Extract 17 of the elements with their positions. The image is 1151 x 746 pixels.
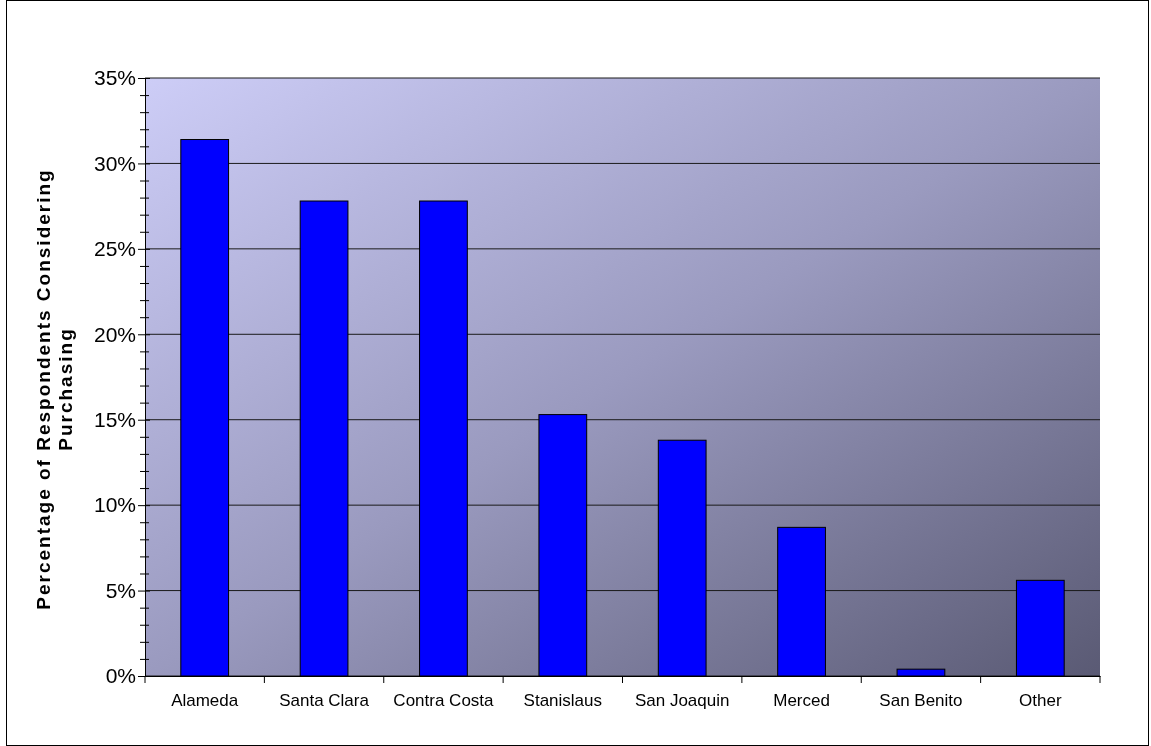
x-tick-label: San Joaquin — [634, 691, 730, 711]
x-tick-label: Merced — [773, 691, 830, 711]
y-axis-title: Percentage of Respondents Considering Purchasing — [33, 168, 76, 610]
x-tick-label: Stanislaus — [523, 691, 603, 711]
y-tick-label: 0% — [105, 664, 136, 688]
y-tick-label: 30% — [93, 151, 136, 175]
x-tick-label: Santa Clara — [279, 691, 370, 711]
y-tick-label: 5% — [105, 578, 136, 602]
y-tick-label: 25% — [93, 237, 136, 261]
y-tick-label: 10% — [93, 493, 136, 517]
y-tick-label: 20% — [93, 322, 136, 346]
y-tick-label: 15% — [93, 407, 136, 431]
x-tick-label: San Benito — [879, 691, 963, 711]
x-tick-label: Other — [1019, 691, 1062, 711]
x-tick-label: Alameda — [171, 691, 239, 711]
y-tick-label: 35% — [93, 66, 136, 90]
x-tick-label: Contra Costa — [393, 691, 495, 711]
